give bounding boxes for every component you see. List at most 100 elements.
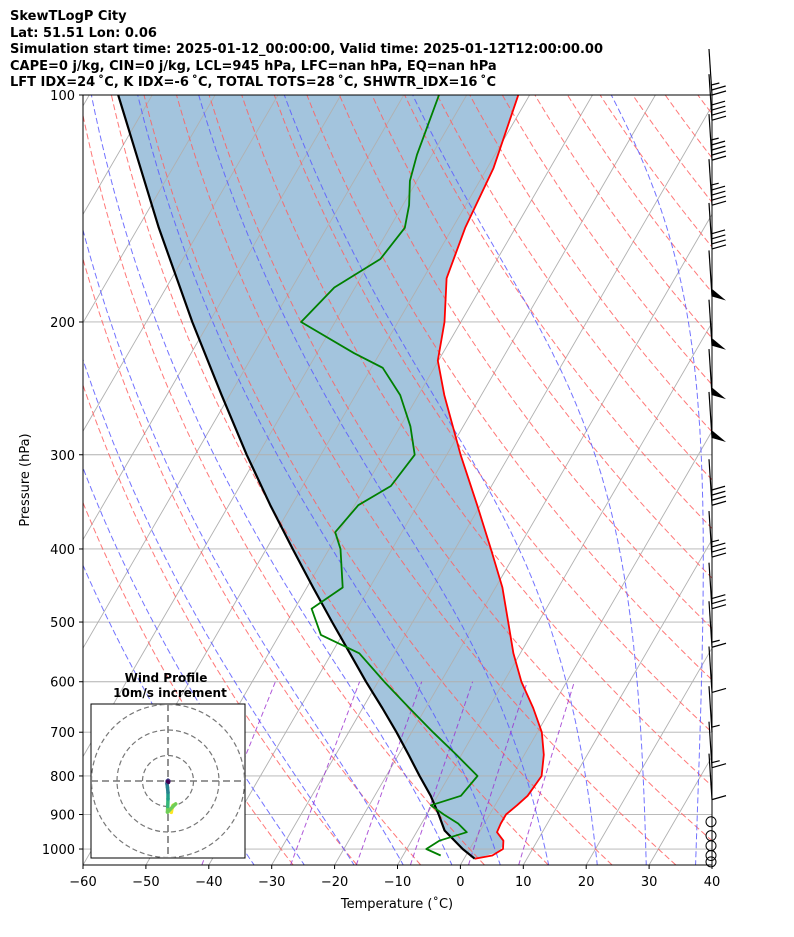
barb-flag [711,155,727,161]
barb-flag [711,795,727,801]
dry-adiabat [83,113,485,865]
y-axis-label: Pressure (hPa) [18,433,33,526]
barb-flag [711,500,727,506]
calm-wind-circle [705,816,717,828]
isotherm-line [83,95,405,650]
inset-title-line1: Wind Profile [125,671,208,685]
x-axis-label: Temperature (˚C) [340,896,453,912]
isotherm-line [397,321,712,865]
wind-barb [705,816,717,828]
isotherm-line [522,538,712,865]
barb-flag [711,105,726,111]
moist-adiabat [83,228,404,865]
moist-adiabat [137,95,501,865]
x-tick-label: −20 [321,875,348,890]
dry-adiabat [208,95,712,842]
barb-half-flag [711,639,720,643]
dry-adiabat [404,95,712,530]
dry-adiabat [338,95,712,630]
barb-flag [711,150,726,156]
dewpoint-line [300,95,479,857]
x-tick-label: −10 [384,875,411,890]
x-tick-label: 10 [515,875,532,890]
dry-adiabat [469,95,712,433]
isotherm-line [334,213,712,865]
barb-flag [711,604,727,610]
barb-flag [711,110,726,116]
inset-title-line2: 10m/s increment [113,686,227,700]
x-tick-label: −60 [69,875,96,890]
calm-wind-circle [705,830,717,842]
y-tick-label: 200 [50,316,75,331]
barb-flag [711,244,727,250]
x-axis: −60 −50 −40 −30 −20 −10 0 10 20 30 40 [69,865,720,890]
dry-adiabat-layer [83,95,712,865]
barb-pennant [711,288,726,301]
isotherm-line [711,864,712,865]
barb-pennant [711,387,726,400]
y-tick-label: 700 [50,726,75,741]
dry-adiabat [371,95,712,579]
x-tick-label: −50 [132,875,159,890]
barb-flag [711,195,726,201]
barb-flag [710,140,726,146]
mixing-ratio-line [468,681,528,865]
temperature-line [436,95,545,860]
barb-flag [711,552,727,558]
barb-flag [711,763,727,769]
chart-header: SkewTLogP City Lat: 51.51 Lon: 0.06 Simu… [10,9,603,92]
moist-adiabat [283,95,598,865]
isotherm-line [585,647,712,865]
isotherm-layer [83,95,712,865]
barb-flag [710,485,726,491]
barb-flag [711,599,726,605]
barb-flag [711,85,726,91]
x-tick-label: −40 [195,875,222,890]
barb-staff [708,48,713,96]
dry-adiabat [83,383,358,865]
moist-adiabat [610,95,704,865]
y-tick-label: 1000 [42,843,75,858]
x-tick-label: 30 [641,875,658,890]
barb-flag [711,239,726,245]
mixing-ratio-line [518,681,575,865]
mixing-ratio-line [409,681,474,865]
barb-flag [711,542,726,548]
isotherm-line [83,95,90,107]
barb-flag [711,642,727,648]
hodograph-ring [91,704,245,858]
x-tick-label: 0 [456,875,464,890]
barb-flag [711,495,726,501]
barb-flag [711,234,726,240]
moist-adiabat [198,95,550,865]
time-line: Simulation start time: 2025-01-12_00:00:… [10,42,603,57]
barb-half-flag [711,760,720,764]
isotherm-line [271,104,712,865]
barb-flag [710,229,726,235]
moist-adiabat [83,466,306,865]
chart-title: SkewTLogP City [10,9,127,24]
calm-wind-circle [705,856,717,868]
barb-flag [710,100,726,106]
wind-barb [705,830,717,842]
y-tick-label: 900 [50,809,75,824]
isotherm-line [83,95,279,433]
dry-adiabat [534,95,712,339]
barb-flag [710,185,726,191]
barb-flag [711,145,726,151]
barb-pennant [711,337,726,350]
dry-adiabat [436,95,712,481]
isotherm-line [83,95,342,541]
y-tick-label: 400 [50,543,75,558]
moist-adiabat [745,95,794,866]
barb-flag [711,490,726,496]
dry-adiabat [273,95,712,734]
x-tick-label: 40 [704,875,721,890]
y-tick-label: 800 [50,770,75,785]
dry-adiabat [567,95,712,293]
stability-line: CAPE=0 j/kg, CIN=0 j/kg, LCL=945 hPa, LF… [10,58,497,74]
barb-flag [711,687,727,694]
moist-adiabat [90,95,453,865]
barb-flag [711,594,726,600]
